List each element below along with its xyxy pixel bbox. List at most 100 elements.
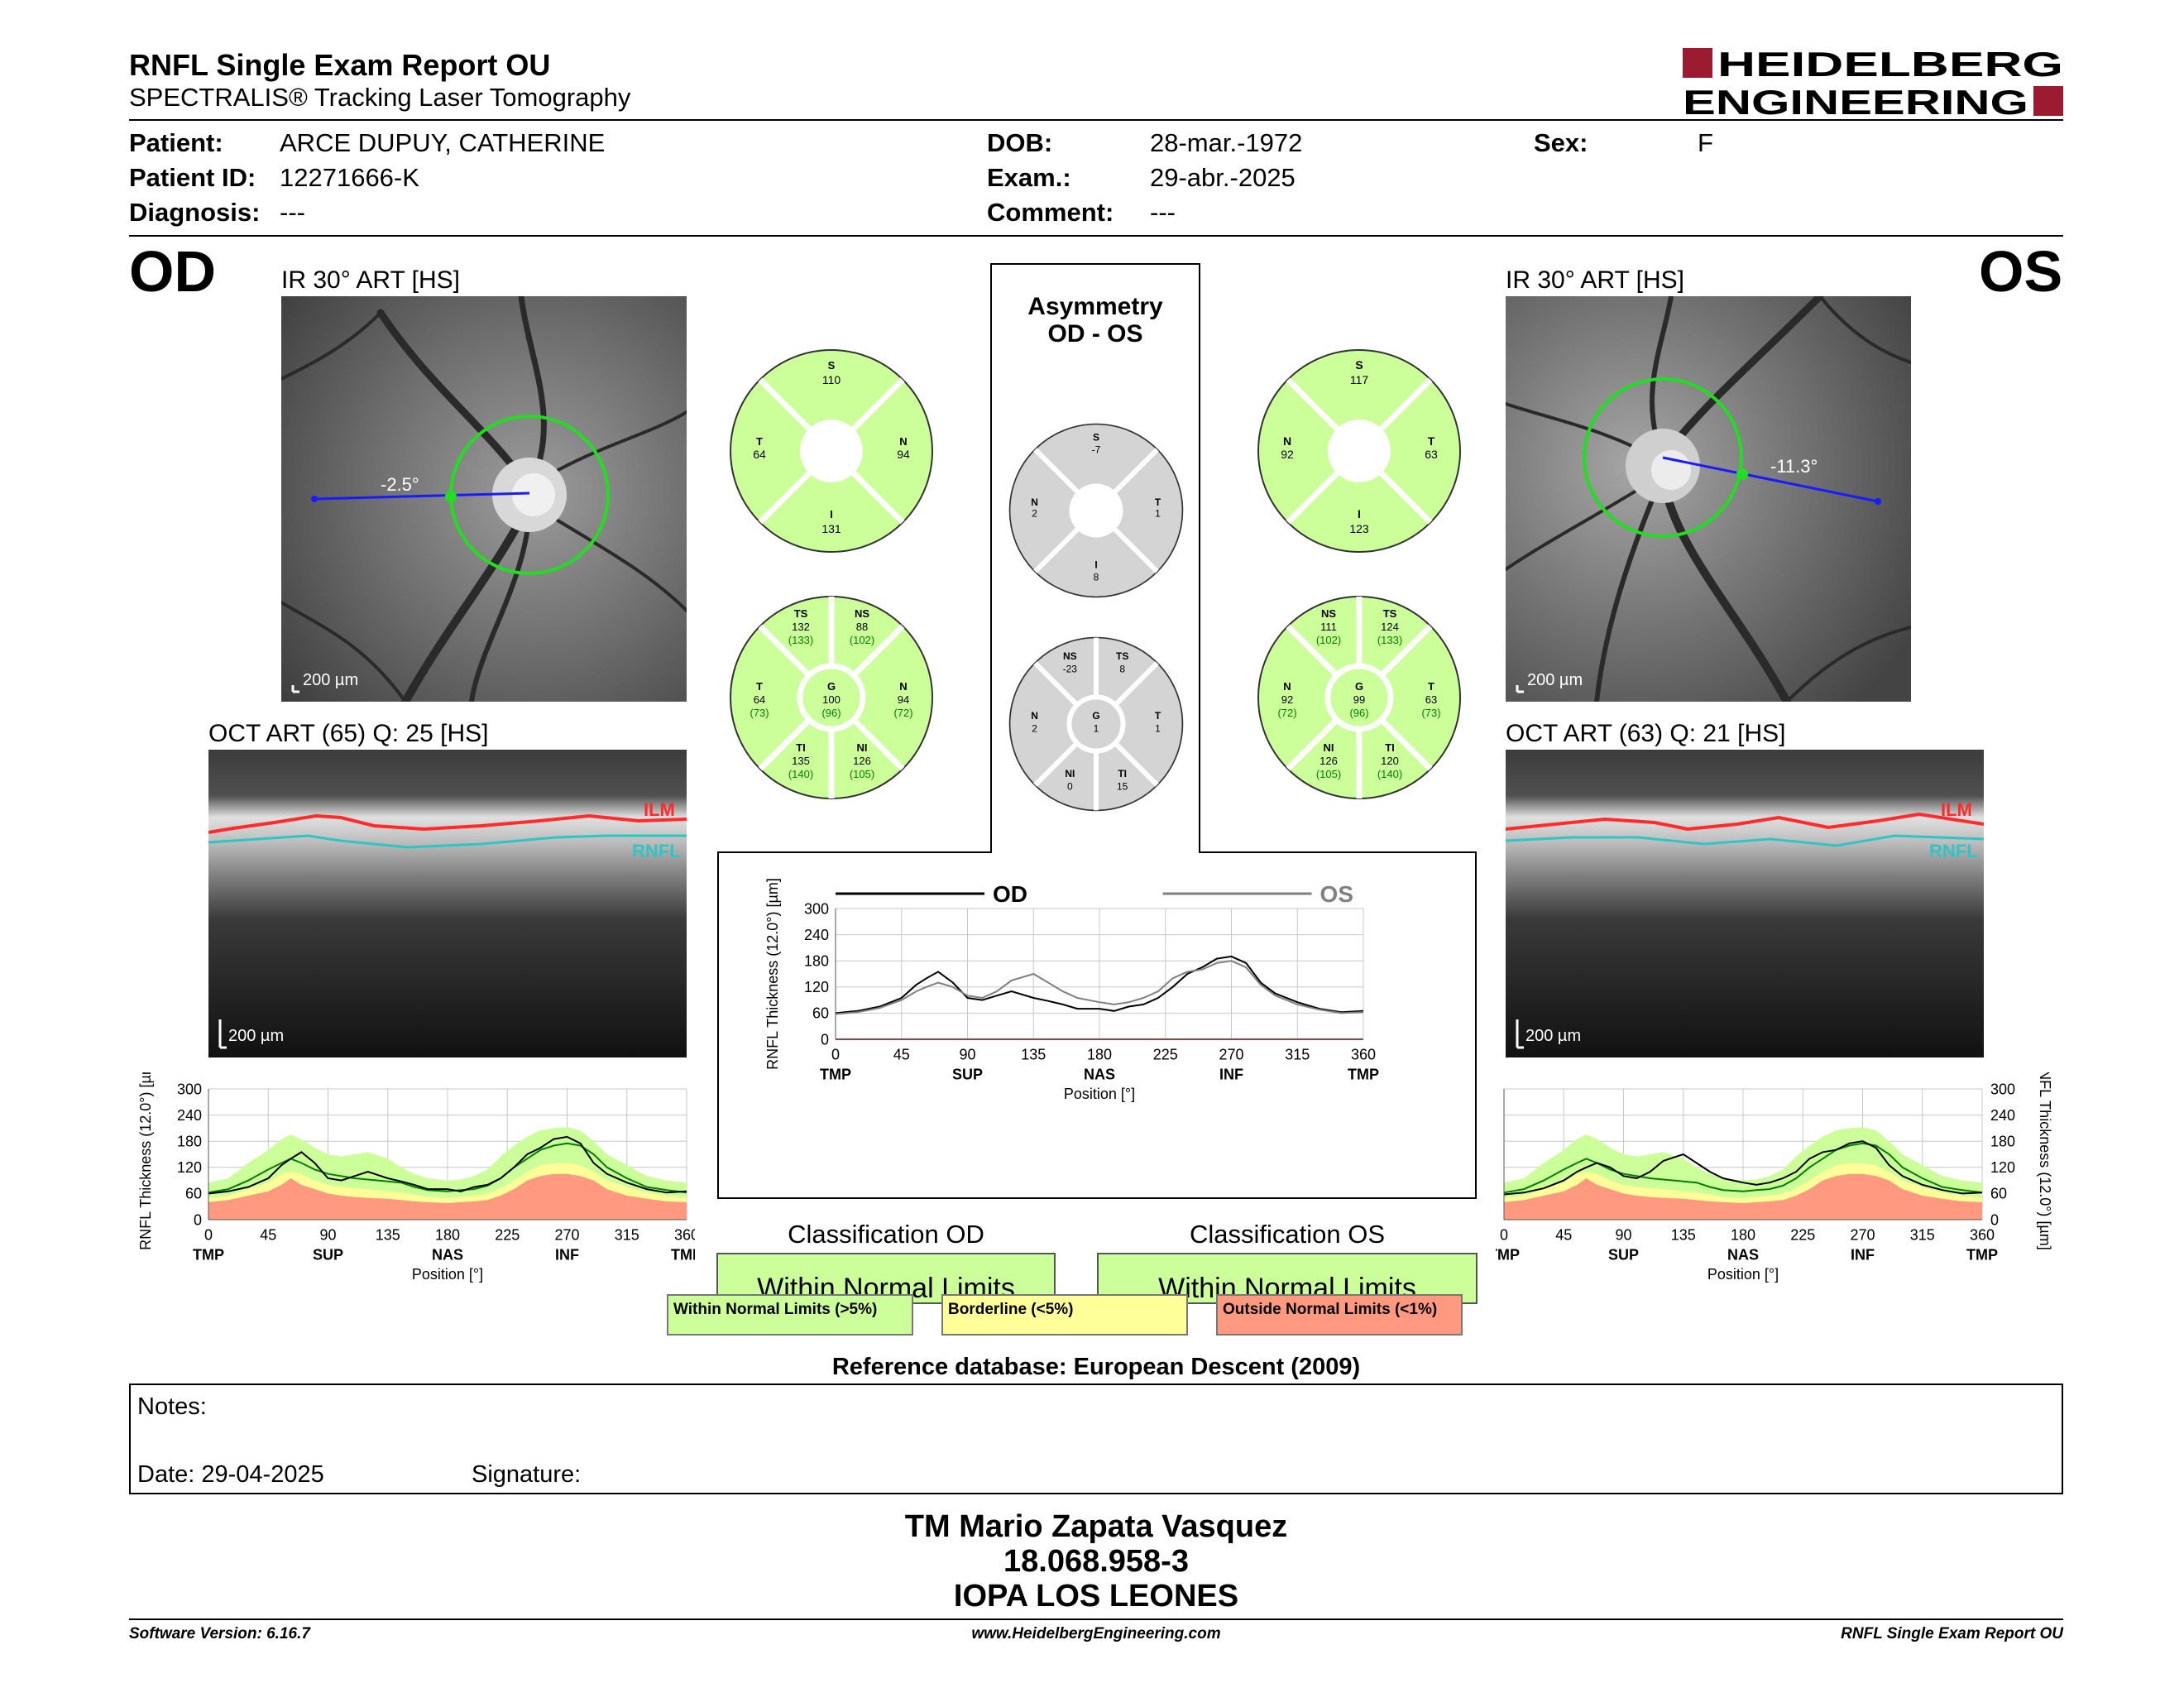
x-tick-label: 225 xyxy=(495,1226,520,1243)
software-version: Software Version: 6.16.7 xyxy=(129,1625,310,1642)
od-ns-value: 88 xyxy=(856,621,868,633)
dob-label: DOB: xyxy=(987,128,1053,157)
od-sector-chart: TS 132 (133) NS 88 (102) T 64 (73) G 100… xyxy=(728,594,935,801)
x-tick-label: 225 xyxy=(1153,1046,1178,1062)
sector-label: NAS xyxy=(432,1247,463,1264)
svg-text:S: S xyxy=(1093,431,1099,443)
x-tick-label: 180 xyxy=(435,1226,460,1243)
svg-text:N: N xyxy=(899,680,907,693)
footer-divider xyxy=(129,1618,2063,1620)
exam-label: Exam.: xyxy=(987,163,1071,192)
asym-n-value: 2 xyxy=(1032,508,1037,520)
svg-text:NS: NS xyxy=(855,607,869,620)
x-tick-label: 270 xyxy=(1219,1046,1243,1062)
x-tick-label: 135 xyxy=(1021,1046,1046,1062)
y-tick-label: 60 xyxy=(812,1005,829,1022)
svg-text:TS: TS xyxy=(794,607,808,620)
od-n6-value: 94 xyxy=(898,693,909,706)
asymmetry-profile-chart: 0 60 120 180 240 300 0 45 90 135 180 225 270 315 360 TM… xyxy=(745,874,1390,1139)
od-s-value: 110 xyxy=(822,373,841,386)
asym-g-value: 1 xyxy=(1094,722,1099,734)
report-subtitle: SPECTRALIS® Tracking Laser Tomography xyxy=(129,83,631,112)
od-n6-ref: (72) xyxy=(893,707,912,719)
asym-ni-value: 0 xyxy=(1067,781,1073,793)
sector-label: INF xyxy=(1219,1067,1243,1083)
os-oct-title: OCT ART (63) Q: 21 [HS] xyxy=(1506,720,1786,747)
os-fundus-image: -11.3° 200 µm xyxy=(1506,296,1911,702)
od-ni-value: 126 xyxy=(853,755,871,767)
os-ir-title: IR 30° ART [HS] xyxy=(1506,266,1684,294)
legend-label-os: OS xyxy=(1320,881,1353,907)
x-tick-label: 180 xyxy=(1087,1046,1112,1062)
sector-label: TMP xyxy=(671,1247,695,1264)
os-ti-ref: (140) xyxy=(1377,768,1402,780)
os-ns-ref: (102) xyxy=(1316,634,1341,646)
y-tick-label: 0 xyxy=(194,1211,202,1228)
od-rnfl-label: RNFL xyxy=(632,841,681,861)
x-tick-label: 90 xyxy=(1615,1226,1631,1243)
od-quadrant-chart: S 110 T 64 N 94 I 131 xyxy=(728,348,935,554)
os-ilm-label: ILM xyxy=(1941,799,1972,820)
svg-text:G: G xyxy=(827,680,836,693)
sector-label: TMP xyxy=(1348,1067,1379,1083)
sector-label: INF xyxy=(1851,1247,1875,1264)
svg-text:T: T xyxy=(1428,434,1435,448)
x-tick-label: 0 xyxy=(204,1226,213,1243)
od-g-value: 100 xyxy=(822,693,841,706)
asym-ns-value: -23 xyxy=(1063,664,1078,675)
diagnosis-label: Diagnosis: xyxy=(129,198,261,227)
y-tick-label: 300 xyxy=(804,900,829,917)
sector-label: INF xyxy=(555,1247,579,1264)
x-tick-label: 225 xyxy=(1790,1226,1815,1243)
y-tick-label: 120 xyxy=(804,979,829,995)
x-tick-label: 90 xyxy=(319,1226,336,1243)
y-axis-label: RNFL Thickness (12.0°) [µm] xyxy=(764,878,781,1070)
svg-text:NI: NI xyxy=(1324,741,1334,754)
logo-line1: HEIDELBERG xyxy=(1717,45,2063,84)
y-tick-label: 60 xyxy=(1990,1186,2007,1202)
x-tick-label: 45 xyxy=(260,1226,276,1243)
os-s-value: 117 xyxy=(1350,373,1369,386)
svg-text:TS: TS xyxy=(1116,650,1128,662)
od-angle: -2.5° xyxy=(381,474,419,495)
os-oct-scale: 200 µm xyxy=(1525,1027,1581,1045)
normal-mean-line xyxy=(1503,1142,1983,1194)
sex-value: F xyxy=(1698,128,1713,157)
x-tick-label: 360 xyxy=(1970,1226,1995,1243)
series-line-os xyxy=(835,960,1364,1015)
notes-date: Date: 29-04-2025 xyxy=(137,1461,324,1488)
notes-box: Notes: Date: 29-04-2025 Signature: xyxy=(129,1383,2063,1494)
asym-ts-value: 8 xyxy=(1119,664,1125,675)
legend-outside-normal: Outside Normal Limits (<1%) xyxy=(1216,1294,1463,1336)
svg-text:I: I xyxy=(1094,559,1097,570)
patient-name: ARCE DUPUY, CATHERINE xyxy=(280,128,606,157)
od-ni-ref: (105) xyxy=(850,768,874,780)
x-tick-label: 360 xyxy=(674,1226,695,1243)
outside-normal-band xyxy=(208,1173,687,1220)
x-tick-label: 180 xyxy=(1731,1226,1755,1243)
svg-text:NI: NI xyxy=(857,741,868,754)
x-tick-label: 0 xyxy=(831,1046,840,1062)
od-ir-scale: 200 µm xyxy=(303,671,358,689)
od-t-value: 64 xyxy=(753,448,766,461)
svg-text:TS: TS xyxy=(1383,607,1397,620)
legend-within-normal: Within Normal Limits (>5%) xyxy=(667,1294,913,1336)
os-ir-scale: 200 µm xyxy=(1527,671,1583,689)
notes-label: Notes: xyxy=(137,1393,207,1420)
os-ts-ref: (133) xyxy=(1377,634,1402,646)
x-tick-label: 45 xyxy=(893,1046,910,1062)
od-t6-value: 64 xyxy=(754,693,765,706)
x-axis-label: Position [°] xyxy=(1707,1266,1779,1283)
os-eye-label: OS xyxy=(1979,239,2063,304)
patient-label: Patient: xyxy=(129,128,223,157)
os-ts-value: 124 xyxy=(1381,621,1399,633)
y-tick-label: 0 xyxy=(1990,1211,1999,1228)
asym-t6-value: 1 xyxy=(1155,722,1161,734)
x-axis-label: Position [°] xyxy=(412,1266,483,1283)
svg-text:T: T xyxy=(1428,680,1434,693)
diagnosis-value: --- xyxy=(280,198,305,227)
series-line-os xyxy=(1503,1140,1983,1196)
website-link[interactable]: www.HeidelbergEngineering.com xyxy=(971,1625,1221,1642)
asym-t-value: 1 xyxy=(1155,508,1161,520)
od-ns-ref: (102) xyxy=(850,634,874,646)
